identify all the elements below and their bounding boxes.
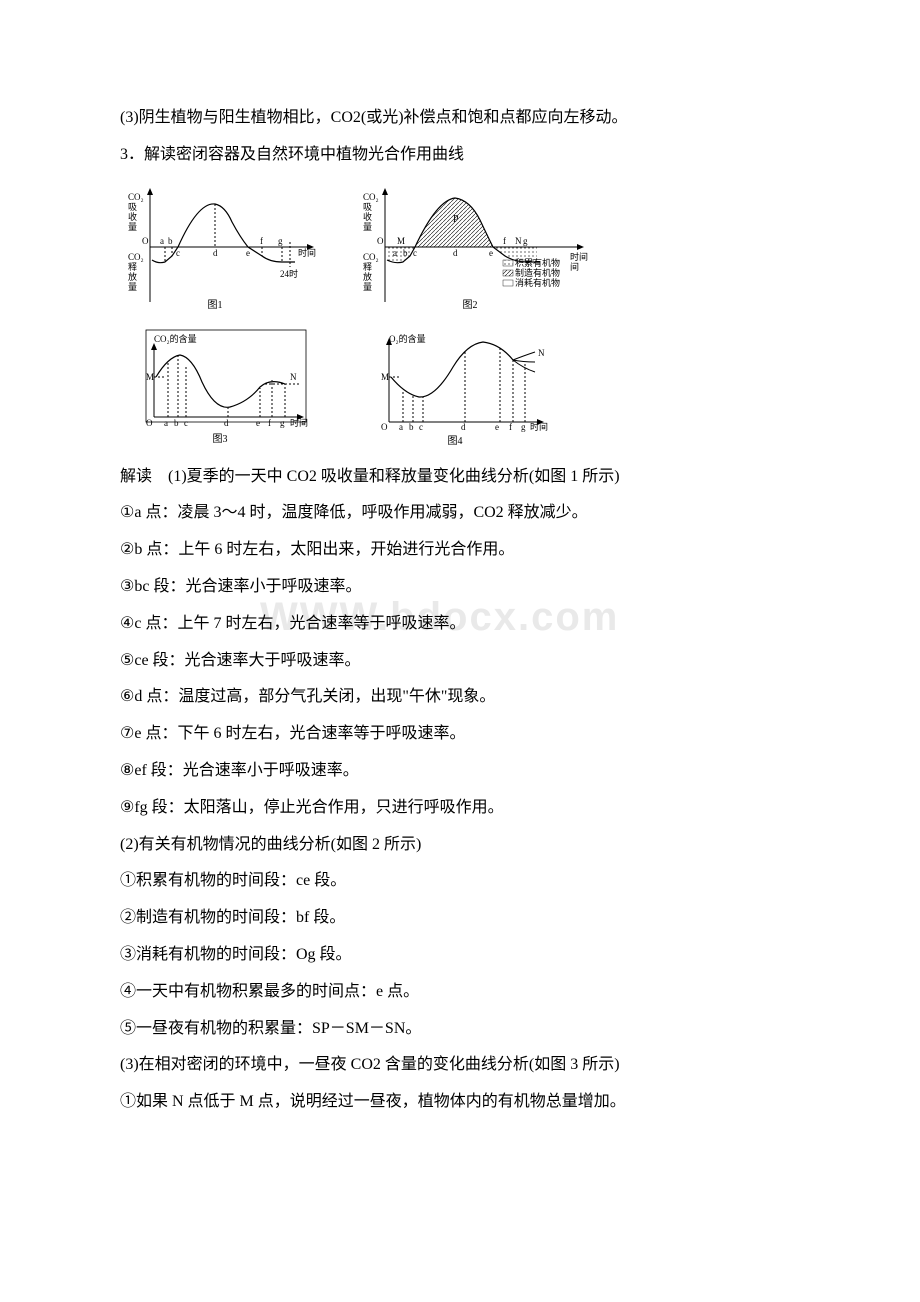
svg-text:a: a	[399, 422, 403, 432]
svg-text:c: c	[419, 422, 423, 432]
svg-text:时间: 时间	[290, 417, 308, 428]
svg-text:g: g	[280, 418, 285, 428]
svg-text:d: d	[461, 422, 466, 432]
svg-text:b: b	[409, 422, 414, 432]
svg-text:g: g	[523, 236, 528, 246]
paragraph: ②b 点：上午 6 时左右，太阳出来，开始进行光合作用。	[120, 532, 800, 569]
chart1-caption: 图1	[208, 299, 223, 311]
paragraph: 解读 (1)夏季的一天中 CO2 吸收量和释放量变化曲线分析(如图 1 所示)	[120, 459, 800, 496]
svg-text:e: e	[489, 248, 493, 258]
paragraph: ③消耗有机物的时间段：Og 段。	[120, 937, 800, 974]
chart3-caption: 图3	[213, 433, 228, 445]
paragraph: ④一天中有机物积累最多的时间点：e 点。	[120, 974, 800, 1011]
svg-text:e: e	[495, 422, 499, 432]
chart-4: O₂的含量 O M	[355, 322, 560, 447]
svg-text:d: d	[453, 248, 458, 258]
svg-text:时间: 时间	[530, 421, 548, 432]
chart4-caption: 图4	[448, 435, 463, 447]
svg-text:吸: 吸	[363, 202, 372, 212]
svg-text:放: 放	[128, 271, 137, 282]
svg-text:e: e	[246, 248, 250, 258]
svg-text:c: c	[176, 248, 180, 258]
svg-text:积累有机物: 积累有机物	[515, 257, 560, 268]
paragraph: ③bc 段：光合速率小于呼吸速率。	[120, 569, 800, 606]
paragraph: 3．解读密闭容器及自然环境中植物光合作用曲线	[120, 137, 800, 174]
paragraph: ⑤一昼夜有机物的积累量：SP－SM－SN。	[120, 1011, 800, 1048]
svg-text:间: 间	[570, 261, 579, 272]
svg-text:M: M	[146, 372, 154, 382]
paragraph: (2)有关有机物情况的曲线分析(如图 2 所示)	[120, 827, 800, 864]
paragraph: ⑧ef 段：光合速率小于呼吸速率。	[120, 753, 800, 790]
svg-text:N: N	[538, 348, 545, 358]
svg-text:O: O	[377, 236, 384, 246]
svg-text:CO₂: CO₂	[363, 252, 379, 262]
chart-1: CO₂ 吸 收 量 CO₂ 释 放 量	[120, 182, 325, 312]
svg-text:O: O	[146, 418, 153, 428]
svg-text:f: f	[509, 422, 512, 432]
svg-text:N: N	[515, 236, 522, 246]
paragraph: ①a 点：凌晨 3～4 时，温度降低，呼吸作用减弱，CO2 释放减少。	[120, 495, 800, 532]
svg-text:g: g	[278, 236, 283, 246]
svg-text:放: 放	[363, 271, 372, 282]
svg-text:制造有机物: 制造有机物	[515, 267, 560, 278]
paragraph: ⑤ce 段：光合速率大于呼吸速率。	[120, 643, 800, 680]
svg-text:M: M	[381, 372, 389, 382]
svg-text:N: N	[290, 372, 297, 382]
chart-2: CO₂ 吸收量 CO₂ 释放量 O	[355, 182, 595, 312]
svg-text:量: 量	[128, 222, 137, 232]
paragraph: ⑨fg 段：太阳落山，停止光合作用，只进行呼吸作用。	[120, 790, 800, 827]
svg-text:b: b	[168, 236, 173, 246]
svg-text:释: 释	[363, 261, 372, 272]
chart1-x24: 24时	[280, 268, 298, 279]
svg-text:M: M	[397, 236, 405, 246]
svg-text:P: P	[453, 214, 459, 225]
chart1-xlabel: 时间	[298, 247, 316, 258]
paragraph: ⑦e 点：下午 6 时左右，光合速率等于呼吸速率。	[120, 716, 800, 753]
chart4-ylabel: O₂的含量	[389, 333, 426, 344]
chart-grid: CO₂ 吸 收 量 CO₂ 释 放 量	[120, 182, 800, 447]
chart1-ylabel-top2: 吸	[128, 202, 137, 212]
paragraph: ②制造有机物的时间段：bf 段。	[120, 900, 800, 937]
paragraph: ⑥d 点：温度过高，部分气孔关闭，出现"午休"现象。	[120, 679, 800, 716]
svg-text:f: f	[268, 418, 271, 428]
svg-text:量: 量	[128, 282, 137, 292]
paragraph: ①积累有机物的时间段：ce 段。	[120, 863, 800, 900]
svg-text:g: g	[521, 422, 526, 432]
svg-text:时间: 时间	[570, 251, 588, 262]
svg-text:b: b	[403, 248, 408, 258]
svg-text:释: 释	[128, 261, 137, 272]
svg-text:c: c	[184, 418, 188, 428]
svg-text:a: a	[164, 418, 168, 428]
paragraph: (3)阴生植物与阳生植物相比，CO2(或光)补偿点和饱和点都应向左移动。	[120, 100, 800, 137]
svg-text:量: 量	[363, 222, 372, 232]
svg-text:CO₂: CO₂	[363, 192, 379, 202]
svg-text:b: b	[174, 418, 179, 428]
svg-text:消耗有机物: 消耗有机物	[515, 277, 560, 288]
svg-text:d: d	[224, 418, 229, 428]
svg-text:d: d	[213, 248, 218, 258]
paragraph: ①如果 N 点低于 M 点，说明经过一昼夜，植物体内的有机物总量增加。	[120, 1084, 800, 1121]
paragraph: ④c 点：上午 7 时左右，光合速率等于呼吸速率。	[120, 606, 800, 643]
svg-text:e: e	[256, 418, 260, 428]
paragraph: (3)在相对密闭的环境中，一昼夜 CO2 含量的变化曲线分析(如图 3 所示)	[120, 1047, 800, 1084]
chart3-ylabel: CO₂的含量	[154, 333, 197, 344]
svg-text:收: 收	[128, 211, 137, 222]
svg-text:收: 收	[363, 211, 372, 222]
chart1-origin: O	[142, 236, 149, 246]
svg-text:c: c	[413, 248, 417, 258]
svg-text:量: 量	[363, 282, 372, 292]
chart1-ylabel-top: CO₂	[128, 192, 144, 202]
chart-3: CO₂的含量 O M N	[120, 322, 325, 447]
svg-text:f: f	[260, 236, 263, 246]
svg-text:CO₂: CO₂	[128, 252, 144, 262]
svg-text:O: O	[381, 422, 388, 432]
chart2-caption: 图2	[463, 299, 478, 311]
svg-text:a: a	[393, 248, 397, 258]
svg-text:a: a	[160, 236, 164, 246]
svg-text:f: f	[503, 236, 506, 246]
